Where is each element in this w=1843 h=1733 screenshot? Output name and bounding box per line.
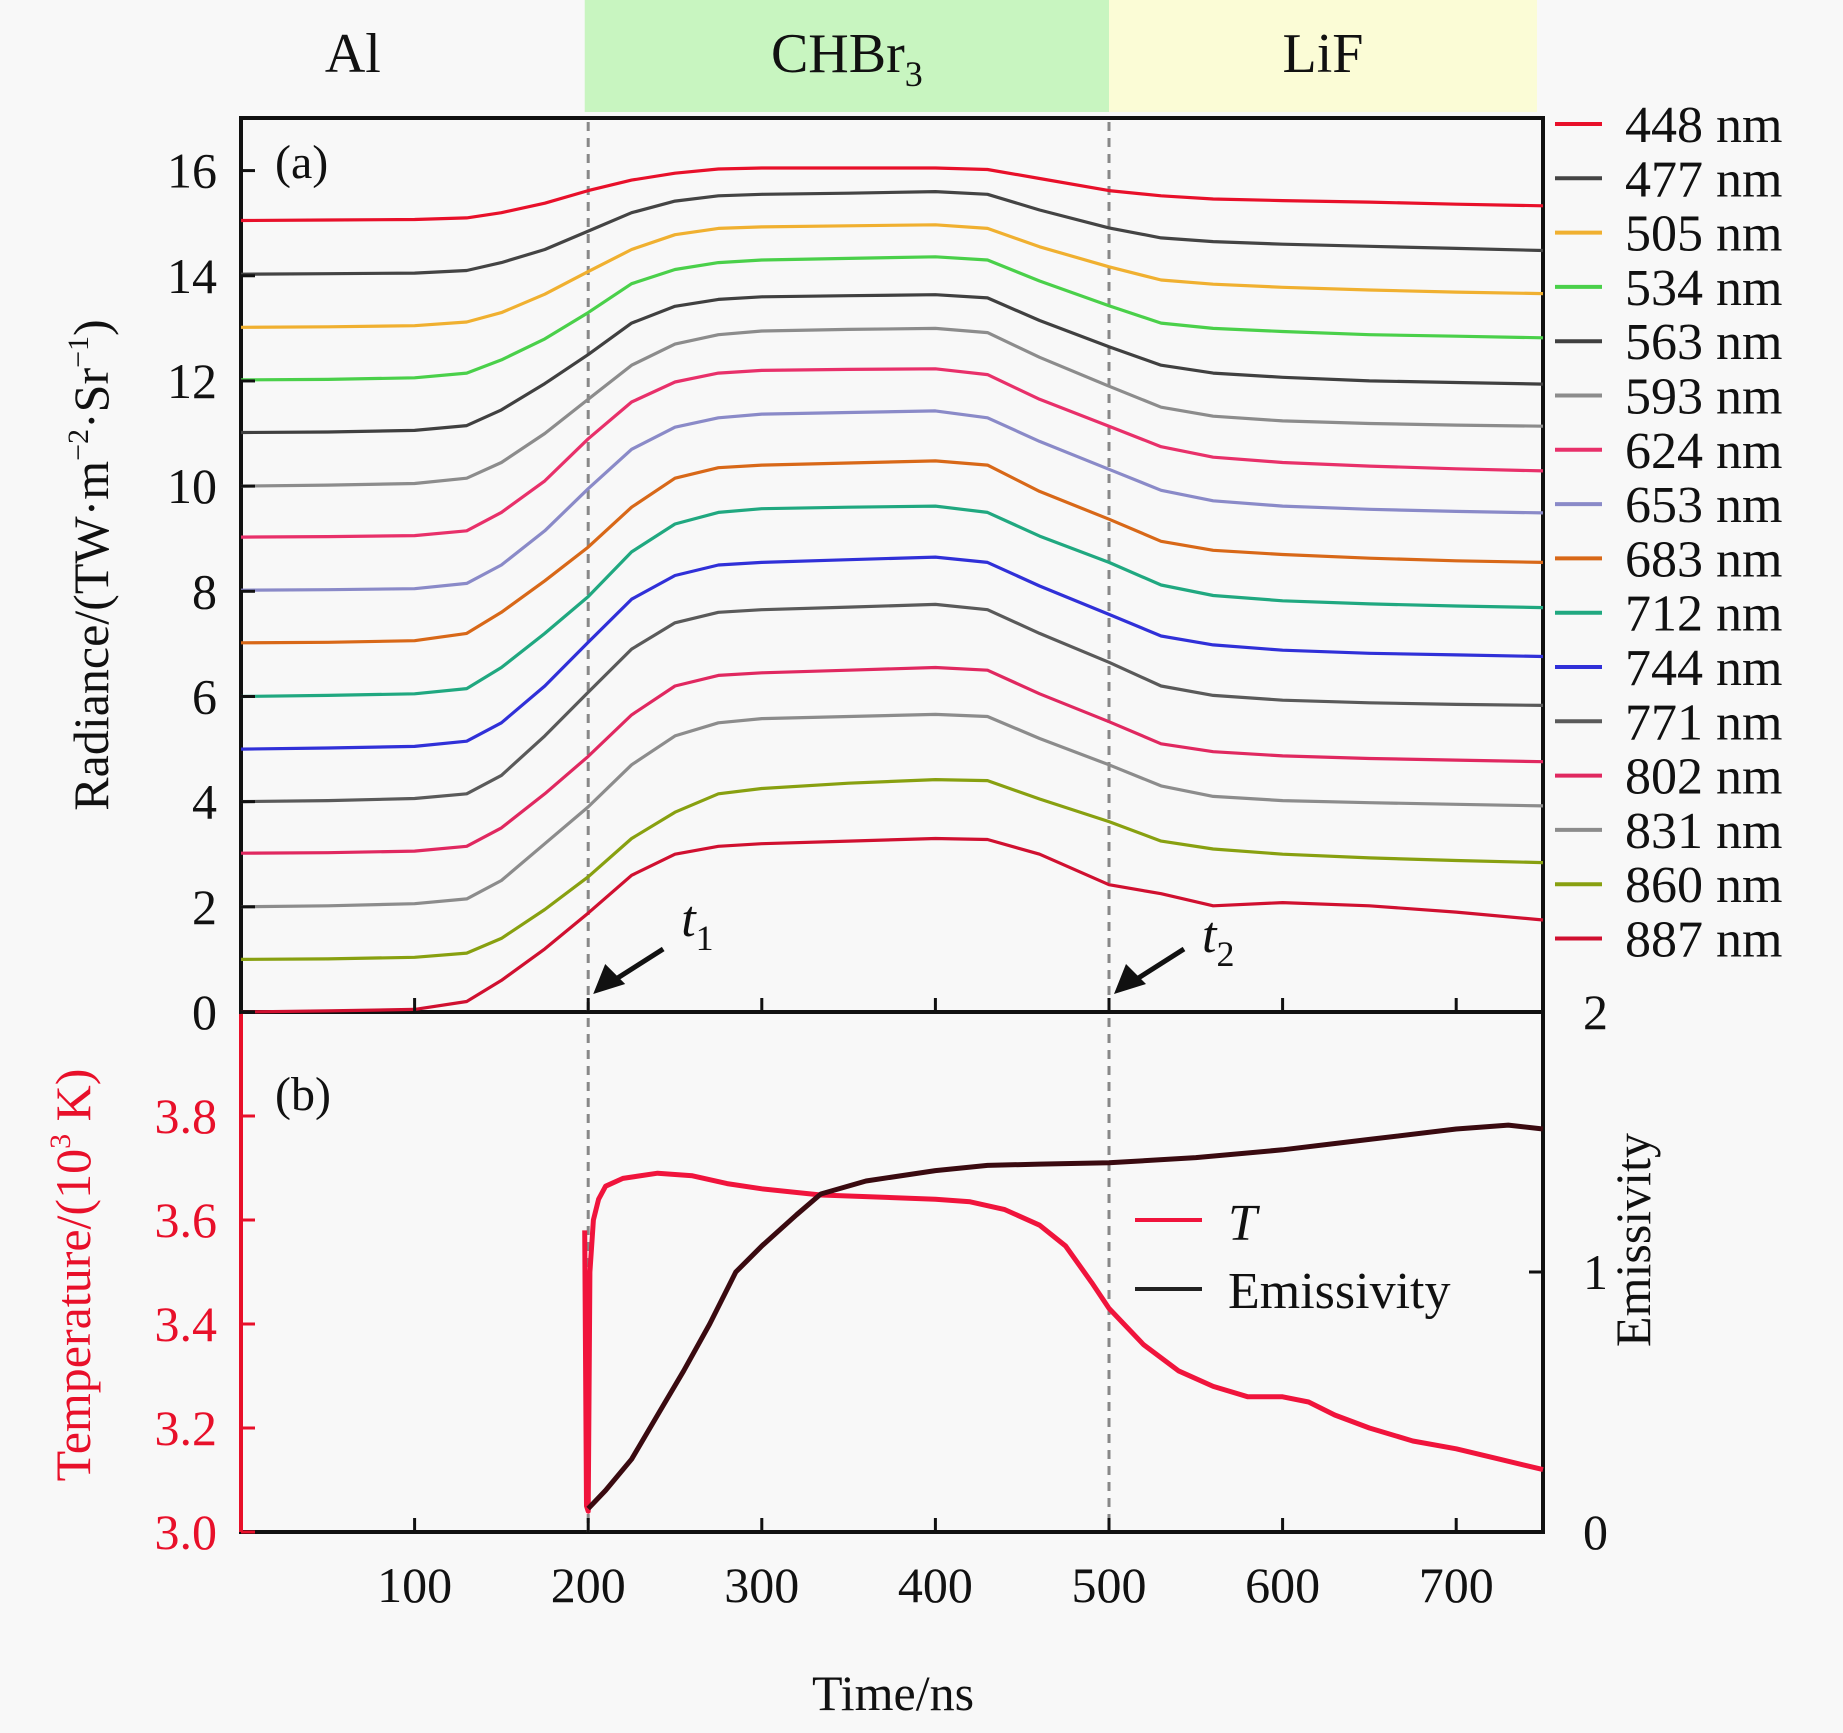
y-tick-label-temperature: 3.8 — [155, 1088, 218, 1144]
material-band-lif — [1109, 0, 1537, 112]
plot-frame — [239, 116, 1545, 1534]
x-tick-label: 200 — [551, 1557, 626, 1613]
marker-subscript: 2 — [1216, 934, 1234, 974]
legend-label-831-nm: 831 nm — [1625, 803, 1782, 860]
x-tick-label: 500 — [1072, 1557, 1147, 1613]
panel-a-label: (a) — [275, 136, 328, 189]
material-label-al: Al — [325, 23, 381, 85]
radiance-line-887-nm — [240, 836, 1544, 1014]
radiance-axis-title: Radiance/(TW·m−2·Sr−1) — [62, 319, 119, 810]
legend-label-653-nm: 653 nm — [1625, 477, 1782, 534]
legend-label-534-nm: 534 nm — [1625, 260, 1782, 317]
legend-label-744-nm: 744 nm — [1625, 640, 1782, 697]
marker-label-t1: t1 — [681, 891, 713, 958]
legend-label-887-nm: 887 nm — [1625, 912, 1782, 969]
radiance-line-683-nm — [240, 459, 1544, 645]
material-subscript: 3 — [905, 54, 923, 94]
panel-b-label: (b) — [275, 1068, 331, 1121]
legend-label-563-nm: 563 nm — [1625, 314, 1782, 371]
temperature-axis-title: Temperature/(103 K) — [44, 1069, 101, 1482]
radiance-line-593-nm — [240, 326, 1544, 488]
legend-label-771-nm: 771 nm — [1625, 694, 1782, 751]
legend-label-505-nm: 505 nm — [1625, 206, 1782, 263]
time-markers: t1 t2 — [586, 122, 1234, 1532]
panel-b-legend: T Emissivity — [1135, 1195, 1450, 1320]
radiance-line-448-nm — [240, 166, 1544, 223]
y-tick-label-a: 14 — [167, 248, 217, 304]
material-label-chbr: CHBr3 — [771, 23, 923, 94]
marker-arrow-head — [593, 964, 626, 994]
marker-label-t2: t2 — [1202, 907, 1234, 974]
x-tick-label: 300 — [724, 1557, 799, 1613]
radiance-line-712-nm — [240, 504, 1544, 699]
radiance-line-771-nm — [240, 602, 1544, 804]
plot-border — [239, 116, 1545, 1534]
material-label-lif: LiF — [1283, 23, 1364, 85]
y-tick-label-emissivity: 1 — [1583, 1244, 1608, 1300]
y-tick-label-temperature: 3.0 — [155, 1504, 218, 1560]
y-tick-label-a: 4 — [192, 774, 217, 830]
temperature-emissivity-series — [582, 1122, 1544, 1514]
time-axis-title: Time/ns — [812, 1665, 974, 1721]
material-band-chbr — [584, 0, 1109, 112]
legend-label-712-nm: 712 nm — [1625, 586, 1782, 643]
radiance-line-563-nm — [240, 293, 1544, 435]
legend-label-T: T — [1228, 1195, 1260, 1252]
marker-arrow-head — [1114, 964, 1146, 994]
y-tick-label-emissivity: 0 — [1583, 1504, 1608, 1560]
radiance-line-802-nm — [240, 665, 1544, 855]
radiance-line-831-nm — [240, 712, 1544, 909]
radiance-line-477-nm — [240, 190, 1544, 276]
legend-label-802-nm: 802 nm — [1625, 749, 1782, 806]
legend-label-477-nm: 477 nm — [1625, 151, 1782, 208]
y-tick-label-a: 16 — [167, 143, 217, 199]
y-tick-label-a: 8 — [192, 563, 217, 619]
x-tick-label: 600 — [1245, 1557, 1320, 1613]
y-tick-label-a: 0 — [192, 984, 217, 1040]
legend-label-860-nm: 860 nm — [1625, 857, 1782, 914]
y-tick-label-a: 6 — [192, 668, 217, 724]
emissivity-line — [586, 1122, 1544, 1511]
y-tick-label-temperature: 3.2 — [155, 1400, 218, 1456]
x-tick-label: 100 — [377, 1557, 452, 1613]
legend-label-emissivity: Emissivity — [1228, 1263, 1450, 1320]
radiance-line-653-nm — [240, 409, 1544, 592]
radiance-series — [240, 166, 1544, 1014]
radiance-line-534-nm — [240, 255, 1544, 382]
legend-label-593-nm: 593 nm — [1625, 369, 1782, 426]
y-tick-label-emissivity: 2 — [1583, 984, 1608, 1040]
emissivity-axis-title: Emissivity — [1605, 1133, 1661, 1347]
y-tick-label-a: 10 — [167, 458, 217, 514]
radiance-line-505-nm — [240, 223, 1544, 329]
y-tick-label-temperature: 3.6 — [155, 1192, 218, 1248]
radiance-line-860-nm — [240, 777, 1544, 961]
x-tick-label: 700 — [1419, 1557, 1494, 1613]
x-tick-label: 400 — [898, 1557, 973, 1613]
material-band-al — [0, 0, 585, 112]
radiance-line-744-nm — [240, 555, 1544, 751]
temperature-line — [582, 1170, 1544, 1514]
legend-label-683-nm: 683 nm — [1625, 531, 1782, 588]
axes: 100 200 300 400 500 600 70002468101214163.03.2… — [155, 143, 1609, 1613]
radiance-line-624-nm — [240, 367, 1544, 539]
y-tick-label-a: 12 — [167, 353, 217, 409]
marker-subscript: 1 — [696, 918, 714, 958]
y-tick-label-a: 2 — [192, 879, 217, 935]
material-bands: Al CHBr3 LiF — [0, 0, 1537, 112]
legend-label-624-nm: 624 nm — [1625, 423, 1782, 480]
legend-label-448-nm: 448 nm — [1625, 97, 1782, 154]
y-tick-label-temperature: 3.4 — [155, 1296, 218, 1352]
